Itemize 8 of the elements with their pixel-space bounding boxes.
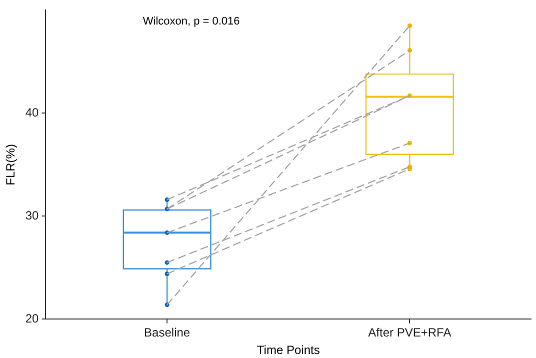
- x-tick-label: After PVE+RFA: [368, 326, 452, 340]
- y-tick-label: 40: [25, 106, 40, 120]
- x-tick-label: Baseline: [144, 326, 190, 340]
- annotation: Wilcoxon, p = 0.016: [142, 16, 240, 28]
- y-axis-title: FLR(%): [4, 144, 18, 186]
- x-axis-title: Time Points: [256, 343, 320, 358]
- y-tick-label: 20: [25, 312, 40, 326]
- y-tick-label: 30: [25, 208, 40, 223]
